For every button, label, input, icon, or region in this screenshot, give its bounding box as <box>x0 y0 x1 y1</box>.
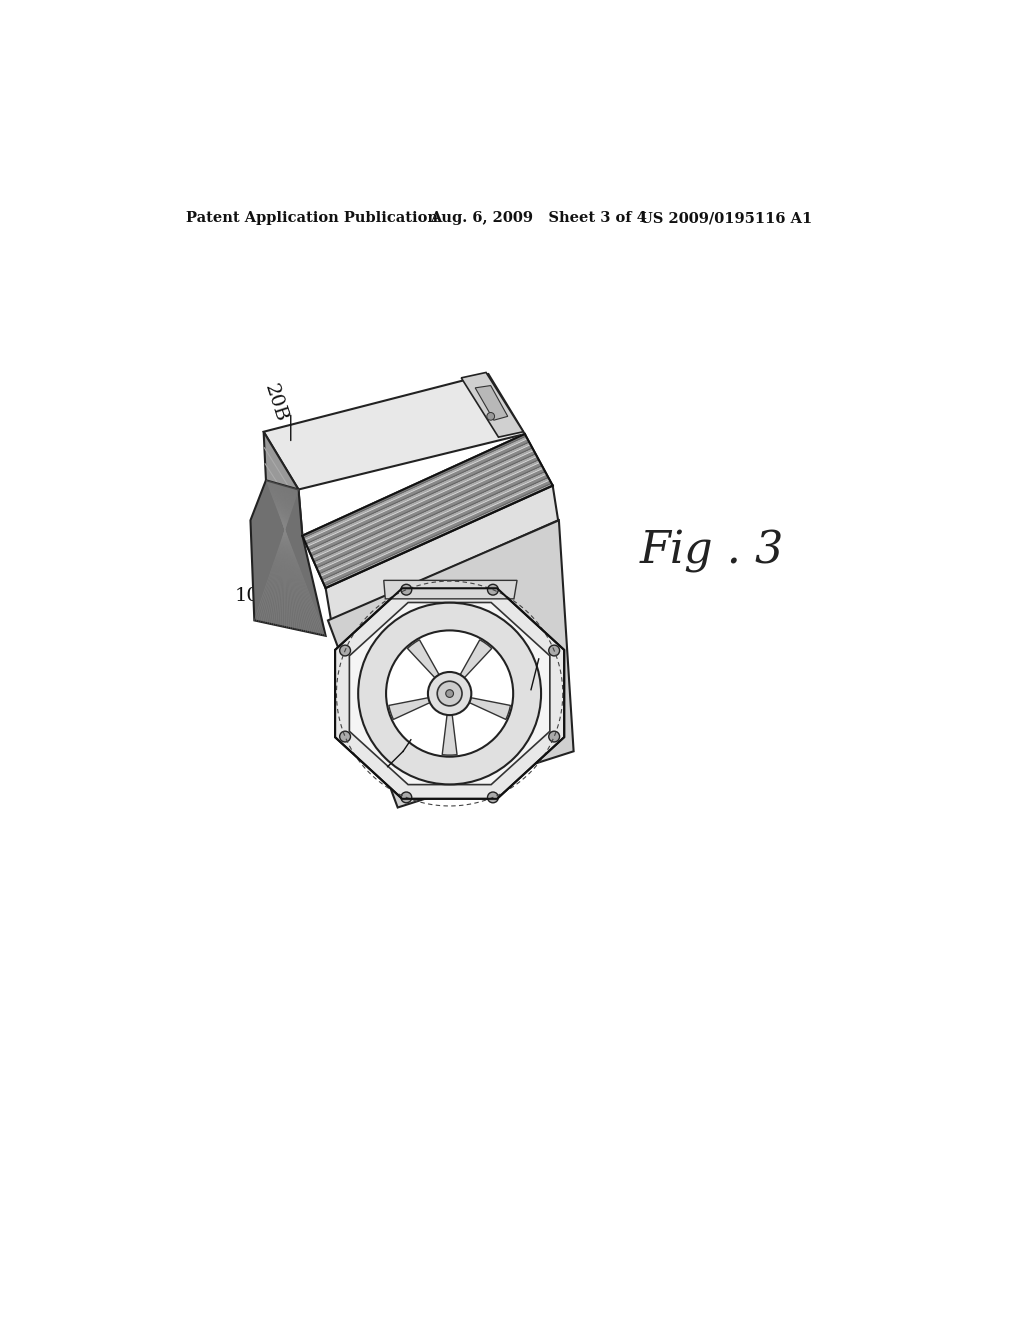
Text: Patent Application Publication: Patent Application Publication <box>186 211 438 226</box>
Text: 10: 10 <box>234 587 259 605</box>
Circle shape <box>549 731 559 742</box>
Polygon shape <box>328 520 573 808</box>
Polygon shape <box>335 589 564 799</box>
Circle shape <box>401 585 412 595</box>
Text: 20B: 20B <box>261 381 291 424</box>
Circle shape <box>401 792 412 803</box>
Polygon shape <box>460 640 492 677</box>
Circle shape <box>340 731 350 742</box>
Polygon shape <box>263 432 302 536</box>
Polygon shape <box>442 715 457 755</box>
Polygon shape <box>302 434 553 589</box>
Circle shape <box>487 585 499 595</box>
Polygon shape <box>461 372 523 437</box>
Polygon shape <box>251 480 326 636</box>
Polygon shape <box>263 374 524 490</box>
Circle shape <box>445 689 454 697</box>
Text: Fig . 3: Fig . 3 <box>640 529 784 573</box>
Polygon shape <box>469 698 510 719</box>
Circle shape <box>486 413 495 420</box>
Polygon shape <box>475 385 508 420</box>
Text: 40: 40 <box>380 766 404 783</box>
Circle shape <box>437 681 462 706</box>
Circle shape <box>487 792 499 803</box>
Polygon shape <box>384 581 517 599</box>
Circle shape <box>358 603 541 784</box>
Circle shape <box>549 645 559 656</box>
Text: 20A: 20A <box>518 647 548 690</box>
Circle shape <box>386 631 513 756</box>
Circle shape <box>340 645 350 656</box>
Text: Aug. 6, 2009   Sheet 3 of 4: Aug. 6, 2009 Sheet 3 of 4 <box>430 211 647 226</box>
Polygon shape <box>326 486 558 620</box>
Polygon shape <box>389 698 430 719</box>
Polygon shape <box>408 640 439 677</box>
Polygon shape <box>349 602 550 784</box>
Circle shape <box>428 672 471 715</box>
Text: US 2009/0195116 A1: US 2009/0195116 A1 <box>640 211 812 226</box>
